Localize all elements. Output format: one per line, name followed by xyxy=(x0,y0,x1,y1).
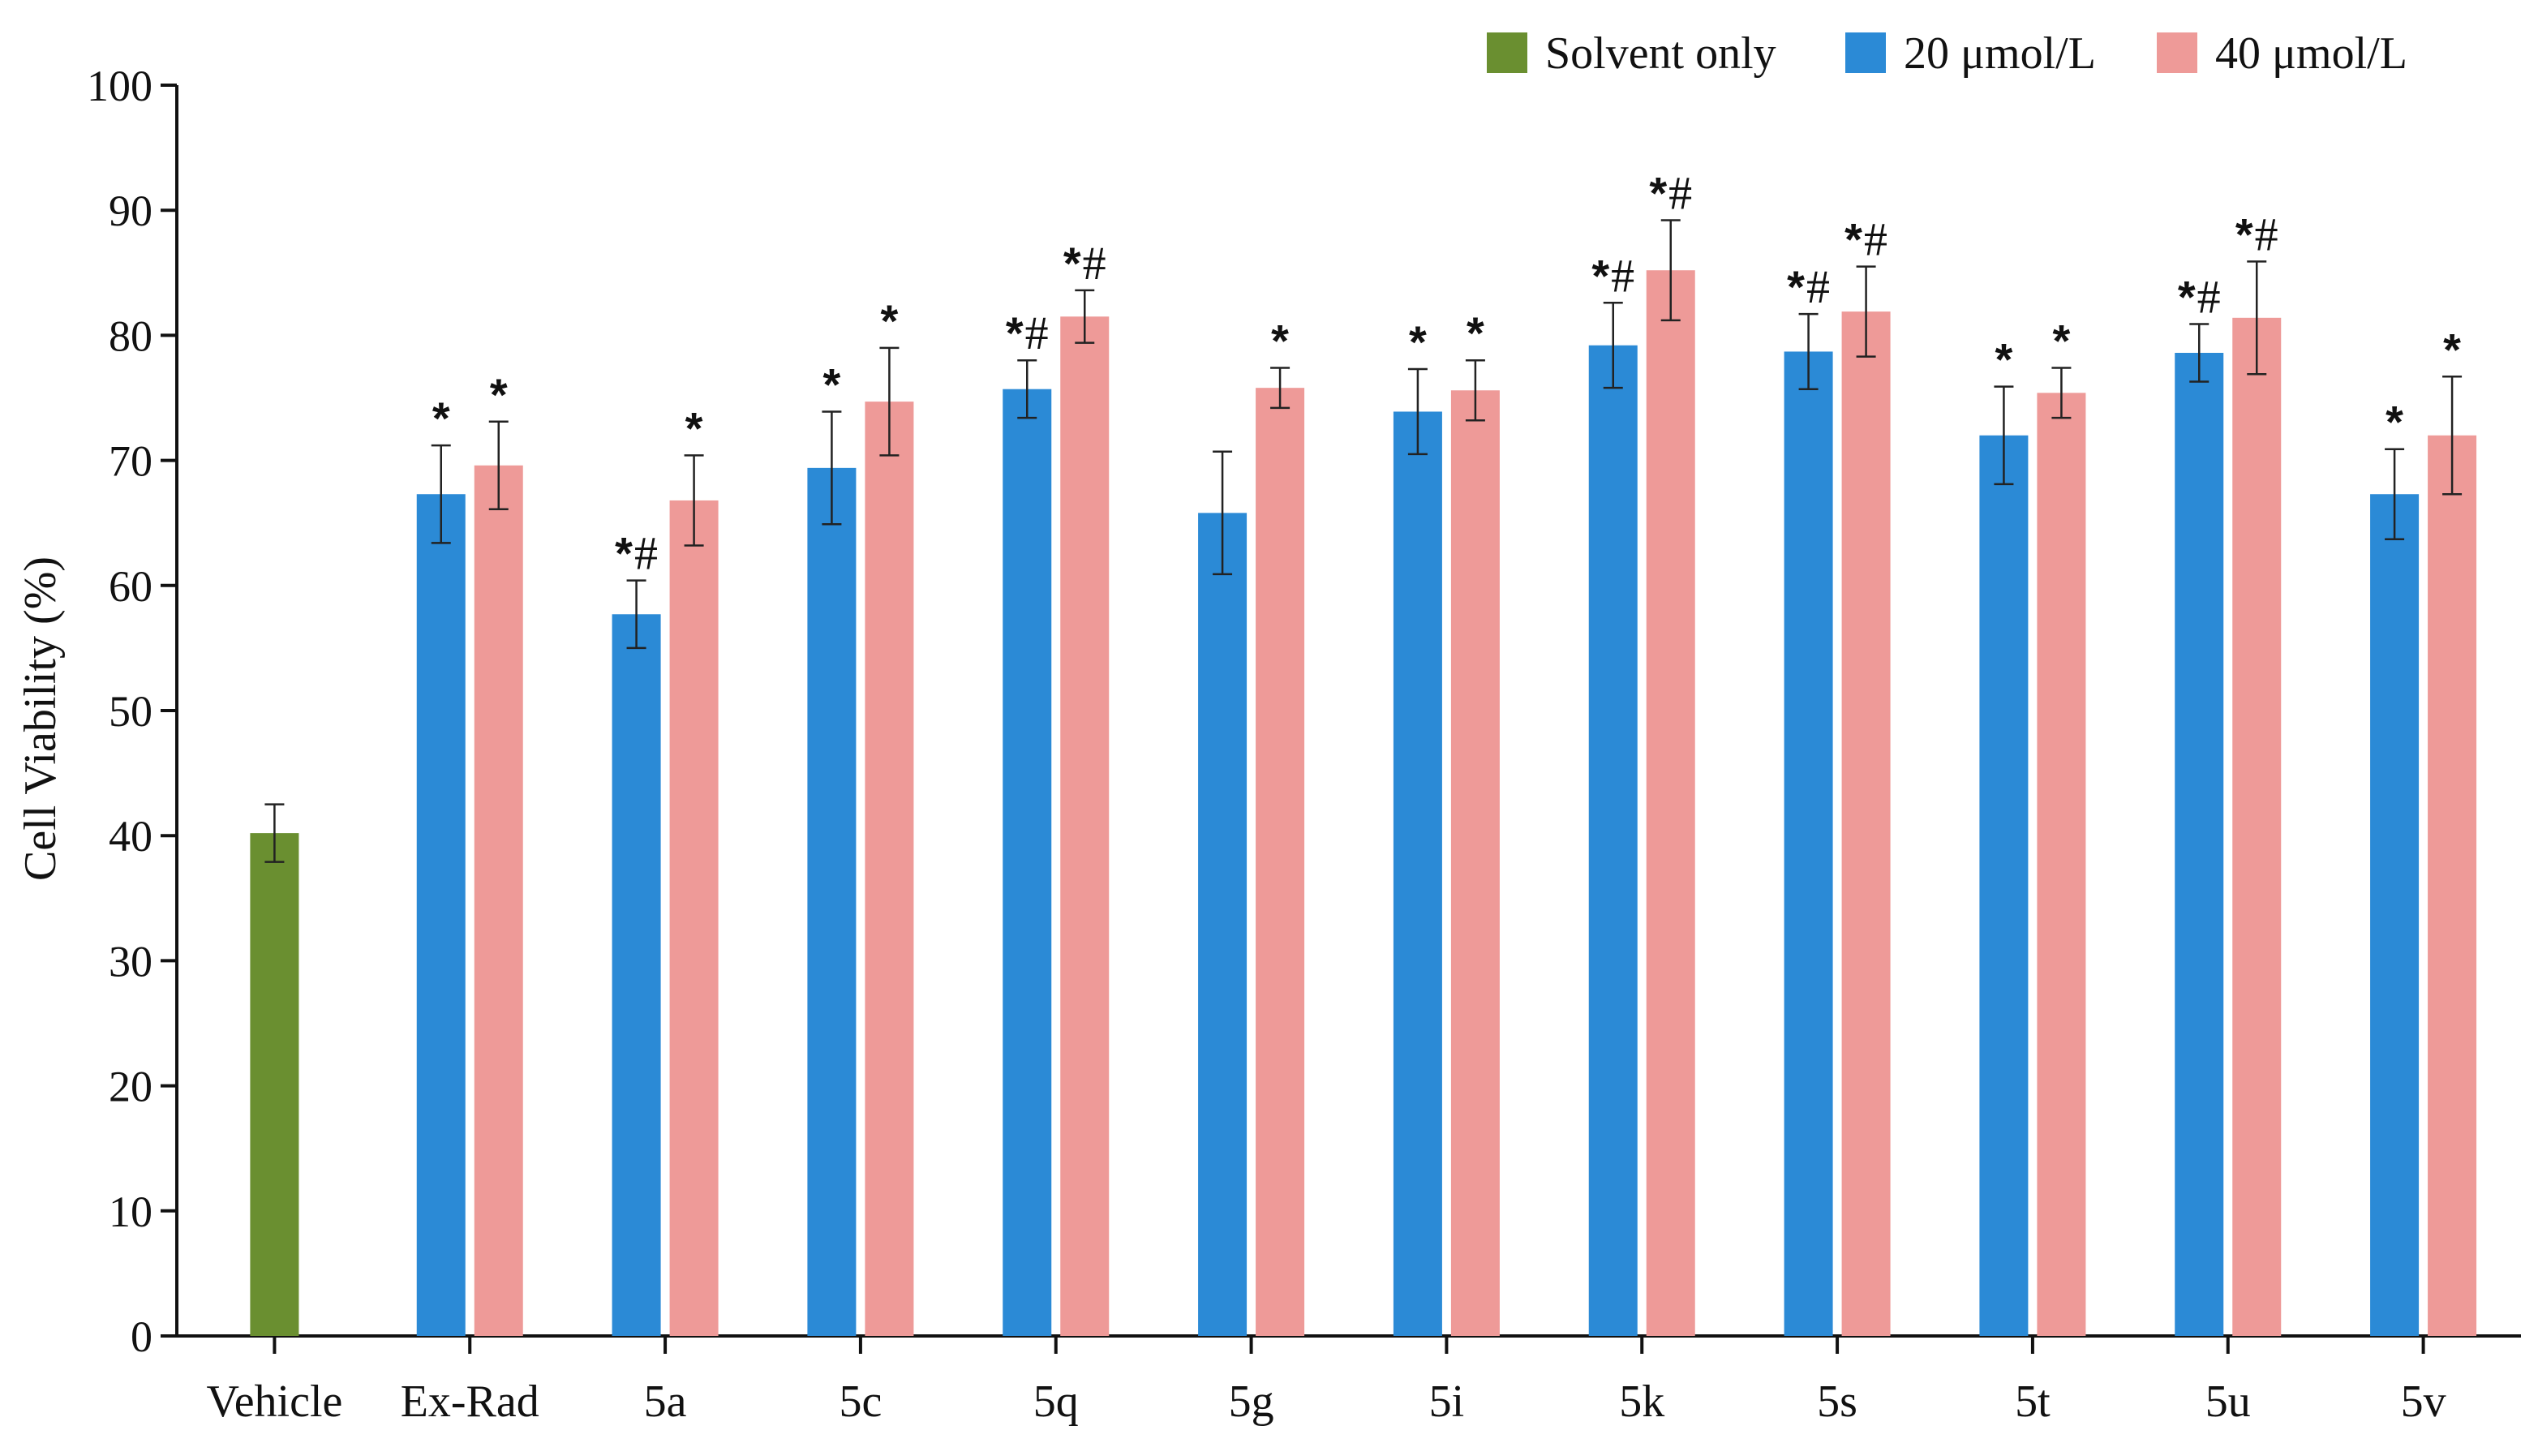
bar-20-mol-l-5k xyxy=(1588,345,1638,1337)
x-tick-label: Vehicle xyxy=(206,1377,342,1427)
legend-swatch xyxy=(2157,32,2197,73)
significance-mark: *# xyxy=(1591,249,1634,302)
y-tick-label: 100 xyxy=(87,62,152,110)
significance-mark: * xyxy=(490,369,508,420)
bar-40-mol-l-5i xyxy=(1450,390,1500,1336)
significance-mark: *# xyxy=(1063,237,1106,290)
significance-mark: * xyxy=(432,393,450,444)
significance-mark: *# xyxy=(1844,213,1887,266)
bar-40-mol-l-5g xyxy=(1256,388,1305,1336)
significance-mark: *# xyxy=(1649,167,1692,220)
significance-mark: * xyxy=(823,359,841,410)
legend-swatch xyxy=(1845,32,1886,73)
x-tick-label: 5g xyxy=(1229,1377,1274,1427)
bar-20-mol-l-5i xyxy=(1393,411,1442,1336)
bar-40-mol-l-5s xyxy=(1841,311,1891,1336)
significance-mark: * xyxy=(2053,315,2071,366)
bar-20-mol-l-5a xyxy=(612,614,661,1336)
x-tick-label: 5q xyxy=(1033,1377,1079,1427)
x-tick-label: 5s xyxy=(1817,1377,1857,1427)
bar-40-mol-l-5t xyxy=(2037,393,2086,1336)
significance-mark: *# xyxy=(2235,208,2278,260)
x-tick-label: 5v xyxy=(2401,1377,2446,1427)
significance-mark: * xyxy=(881,295,899,346)
y-tick-label: 0 xyxy=(131,1312,152,1361)
x-tick-label: 5k xyxy=(1619,1377,1664,1427)
bar-40-mol-l-5u xyxy=(2232,317,2282,1336)
x-tick-label: 5t xyxy=(2015,1377,2051,1427)
axes xyxy=(161,84,2521,1354)
significance-mark: *# xyxy=(2178,271,2221,324)
y-tick-label: 30 xyxy=(109,937,152,986)
y-tick-label: 60 xyxy=(109,562,152,611)
bar-40-mol-l-5q xyxy=(1060,316,1110,1336)
significance-mark: *# xyxy=(615,527,658,580)
bar-20-mol-l-5v xyxy=(2370,494,2420,1336)
legend-label: 20 μmol/L xyxy=(1904,28,2096,79)
bar-20-mol-l-5g xyxy=(1198,513,1248,1336)
x-tick-label: 5a xyxy=(644,1377,687,1427)
x-tick-label: 5c xyxy=(839,1377,882,1427)
significance-mark: * xyxy=(685,402,703,453)
significance-mark: *# xyxy=(1006,307,1049,359)
y-tick-label: 70 xyxy=(109,437,152,486)
bar-20-mol-l-ex-rad xyxy=(416,494,466,1336)
significance-mark: * xyxy=(1467,307,1484,359)
y-tick-label: 50 xyxy=(109,687,152,736)
legend-label: Solvent only xyxy=(1545,28,1776,79)
x-tick-label: 5i xyxy=(1429,1377,1465,1427)
y-tick-label: 40 xyxy=(109,812,152,861)
y-tick-label: 90 xyxy=(109,187,152,235)
bar-40-mol-l-5c xyxy=(865,402,914,1337)
bar-solvent-only-vehicle xyxy=(250,833,299,1336)
bar-20-mol-l-5q xyxy=(1003,389,1052,1336)
y-axis-title: Cell Viability (%) xyxy=(15,556,66,881)
y-tick-label: 80 xyxy=(109,311,152,360)
x-tick-label: 5u xyxy=(2205,1377,2251,1427)
legend-label: 40 μmol/L xyxy=(2215,28,2407,79)
x-tick-label: Ex-Rad xyxy=(401,1377,539,1427)
bar-40-mol-l-5a xyxy=(669,500,719,1336)
significance-mark: * xyxy=(1995,334,2013,385)
legend-swatch xyxy=(1487,32,1527,73)
bar-40-mol-l-5v xyxy=(2428,435,2477,1336)
bar-20-mol-l-5c xyxy=(807,467,857,1336)
bar-20-mol-l-5u xyxy=(2175,352,2224,1336)
bars xyxy=(250,219,2477,1337)
labels: 0 10 20 30 40 50 60 70 80 90 100 Vehicle Ex-Rad 5a 5c 5… xyxy=(15,62,2461,1427)
legend: Solvent only 20 μmol/L 40 μmol/L xyxy=(1487,28,2407,79)
y-tick-label: 20 xyxy=(109,1063,152,1111)
significance-mark: * xyxy=(1271,315,1289,366)
significance-mark: * xyxy=(2386,397,2403,448)
bar-20-mol-l-5s xyxy=(1784,351,1833,1336)
bar-20-mol-l-5t xyxy=(1979,435,2029,1336)
bar-40-mol-l-5k xyxy=(1646,270,1695,1336)
significance-mark: *# xyxy=(1787,260,1830,313)
y-tick-label: 10 xyxy=(109,1188,152,1236)
bar-40-mol-l-ex-rad xyxy=(474,465,523,1336)
significance-mark: * xyxy=(2443,324,2461,375)
significance-mark: * xyxy=(1409,316,1427,367)
